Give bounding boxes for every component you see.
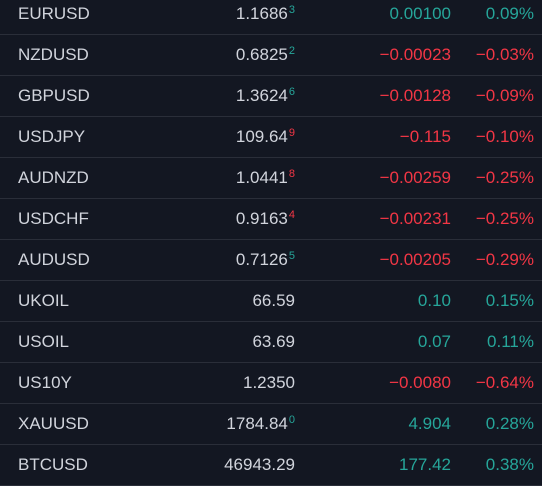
last-price-pip: 84	[268, 414, 288, 433]
symbol-label: GBPUSD	[18, 86, 90, 105]
last-price-main: 0.6825	[235, 45, 288, 64]
last-price: 63.69	[252, 322, 295, 362]
change-percent: −0.25%	[475, 209, 534, 228]
last-price-main: 66.	[252, 291, 277, 310]
last-price-fraction: 5	[288, 250, 295, 262]
last-price-fraction: 0	[288, 414, 295, 426]
symbol-label: EURUSD	[18, 4, 90, 23]
last-price-main: 0.9163	[235, 209, 288, 228]
watchlist-row-xauusd[interactable]: XAUUSD 1784.840 4.904 0.28%	[0, 404, 542, 445]
change-percent: 0.15%	[485, 291, 534, 310]
watchlist-row-ukoil[interactable]: UKOIL 66.59 0.10 0.15%	[0, 281, 542, 322]
last-price: 0.91634	[236, 199, 295, 239]
last-price-pip: 29	[276, 455, 295, 474]
change-percent: −0.10%	[475, 127, 534, 146]
last-price: 1.04418	[236, 158, 295, 198]
watchlist-row-btcusd[interactable]: BTCUSD 46943.29 177.42 0.38%	[0, 445, 542, 486]
change-percent: −0.25%	[475, 168, 534, 187]
last-price-fraction: 2	[288, 45, 295, 57]
last-price-fraction: 6	[288, 86, 295, 98]
change-percent: −0.64%	[475, 373, 534, 392]
symbol-label: XAUUSD	[18, 414, 89, 433]
change-value: −0.115	[399, 127, 451, 146]
symbol-label: AUDNZD	[18, 168, 89, 187]
last-price-main: 0.7126	[235, 250, 288, 269]
change-percent: 0.09%	[485, 4, 534, 23]
last-price-main: 1.1686	[235, 4, 288, 23]
change-value: −0.00205	[379, 250, 451, 269]
last-price: 0.71265	[236, 240, 295, 280]
change-percent: −0.03%	[475, 45, 534, 64]
watchlist-row-usdchf[interactable]: USDCHF 0.91634 −0.00231 −0.25%	[0, 199, 542, 240]
watchlist-row-usoil[interactable]: USOIL 63.69 0.07 0.11%	[0, 322, 542, 363]
change-value: 177.42	[399, 455, 451, 474]
symbol-label: USDJPY	[18, 127, 86, 146]
last-price-main: 63.69	[252, 332, 295, 351]
last-price: 1.2350	[243, 363, 295, 403]
watchlist-row-gbpusd[interactable]: GBPUSD 1.36246 −0.00128 −0.09%	[0, 76, 542, 117]
symbol-label: USDCHF	[18, 209, 89, 228]
last-price-fraction: 3	[288, 4, 295, 16]
symbol-label: USOIL	[18, 332, 70, 351]
last-price: 46943.29	[224, 445, 295, 485]
change-value: −0.00128	[379, 86, 451, 105]
last-price: 1.36246	[236, 76, 295, 116]
change-value: −0.00259	[379, 168, 451, 187]
symbol-label: US10Y	[18, 373, 72, 392]
last-price-fraction: 4	[288, 209, 295, 221]
change-percent: −0.29%	[475, 250, 534, 269]
last-price: 109.649	[236, 117, 295, 157]
watchlist-row-nzdusd[interactable]: NZDUSD 0.68252 −0.00023 −0.03%	[0, 35, 542, 76]
change-value: 0.10	[417, 291, 451, 310]
last-price-main: 109.6	[235, 127, 279, 146]
last-price-main: 1.3624	[235, 86, 288, 105]
last-price-main: 1.0441	[235, 168, 288, 187]
last-price-fraction: 8	[288, 168, 295, 180]
change-value: 0.00100	[389, 4, 451, 23]
change-value: 4.904	[408, 414, 451, 433]
change-percent: 0.11%	[487, 332, 534, 351]
change-value: −0.00023	[379, 45, 451, 64]
last-price-main: 1784.	[226, 414, 269, 433]
watchlist-row-us10y[interactable]: US10Y 1.2350 −0.0080 −0.64%	[0, 363, 542, 404]
last-price-main: 1.2350	[243, 373, 295, 392]
last-price-fraction: 9	[288, 127, 295, 139]
change-percent: −0.09%	[475, 86, 534, 105]
watchlist-row-eurusd[interactable]: EURUSD 1.16863 0.00100 0.09%	[0, 0, 542, 35]
change-value: 0.07	[417, 332, 451, 351]
symbol-label: AUDUSD	[18, 250, 90, 269]
change-percent: 0.28%	[485, 414, 534, 433]
symbol-label: NZDUSD	[18, 45, 89, 64]
watchlist-row-audusd[interactable]: AUDUSD 0.71265 −0.00205 −0.29%	[0, 240, 542, 281]
last-price: 0.68252	[236, 35, 295, 75]
symbol-label: UKOIL	[18, 291, 70, 310]
change-value: −0.00231	[379, 209, 451, 228]
last-price: 1784.840	[226, 404, 295, 444]
watchlist-row-audnzd[interactable]: AUDNZD 1.04418 −0.00259 −0.25%	[0, 158, 542, 199]
last-price: 1.16863	[236, 0, 295, 34]
last-price: 66.59	[252, 281, 295, 321]
last-price-pip: 4	[278, 127, 288, 146]
change-value: −0.0080	[389, 373, 451, 392]
change-percent: 0.38%	[485, 455, 534, 474]
watchlist-row-usdjpy[interactable]: USDJPY 109.649 −0.115 −0.10%	[0, 117, 542, 158]
last-price-main: 46943.	[224, 455, 277, 474]
last-price-pip: 59	[276, 291, 295, 310]
symbol-label: BTCUSD	[18, 455, 88, 474]
